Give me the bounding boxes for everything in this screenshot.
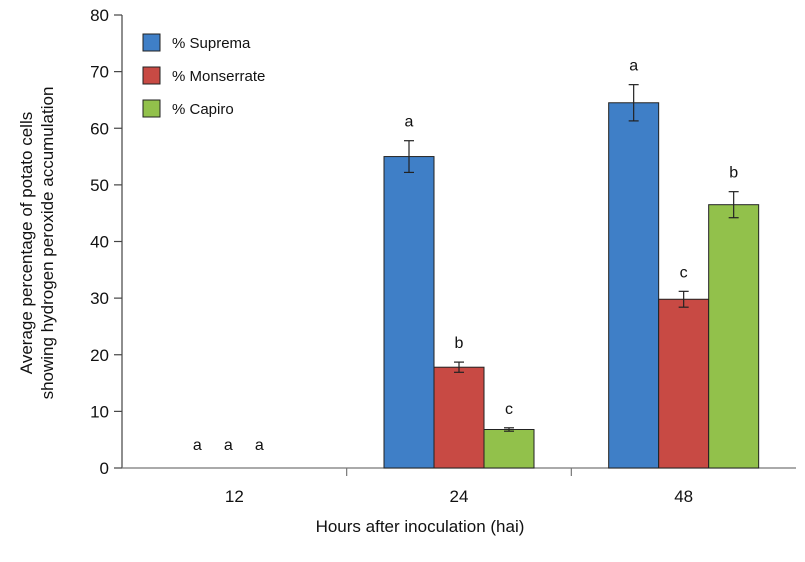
bar-suprema [383,156,435,469]
significance-label: c [680,264,688,281]
y-tick-label: 30 [90,289,109,308]
significance-label: b [729,165,738,182]
bar-suprema [608,102,660,469]
x-tick-label: 12 [225,487,244,506]
bar-capiro [708,204,760,469]
y-axis-title: Average percentage of potato cells showi… [17,87,57,400]
x-tick-label: 24 [450,487,469,506]
bar-monserrate [433,366,485,469]
significance-label: a [193,437,202,454]
x-tick-label: 48 [674,487,693,506]
y-axis-title-line-2: showing hydrogen peroxide accumulation [38,87,57,400]
y-tick-label: 80 [90,6,109,25]
legend-swatch [142,33,161,52]
bar-capiro [483,428,535,469]
significance-label: b [455,335,464,352]
y-tick-label: 60 [90,119,109,138]
y-tick-label: 0 [100,459,109,478]
legend: % Suprema % Monserrate % Capiro [142,33,265,118]
plot-area: 0 10 20 30 40 50 60 70 80 12 24 48 a a a a b c a c b [90,6,796,506]
x-axis-title: Hours after inoculation (hai) [316,517,525,536]
legend-swatch [142,99,161,118]
y-tick-label: 40 [90,233,109,252]
y-tick-label: 50 [90,176,109,195]
y-axis-title-line-1: Average percentage of potato cells [17,112,36,374]
significance-label: a [224,437,233,454]
bar-monserrate [658,298,710,469]
significance-label: c [505,401,513,418]
y-tick-label: 10 [90,402,109,421]
y-tick-label: 70 [90,63,109,82]
significance-label: a [255,437,264,454]
legend-label: % Monserrate [172,68,265,85]
significance-label: a [405,114,414,131]
legend-swatch [142,66,161,85]
legend-label: % Capiro [172,101,234,118]
legend-label: % Suprema [172,35,251,52]
significance-label: a [629,58,638,75]
y-tick-label: 20 [90,346,109,365]
